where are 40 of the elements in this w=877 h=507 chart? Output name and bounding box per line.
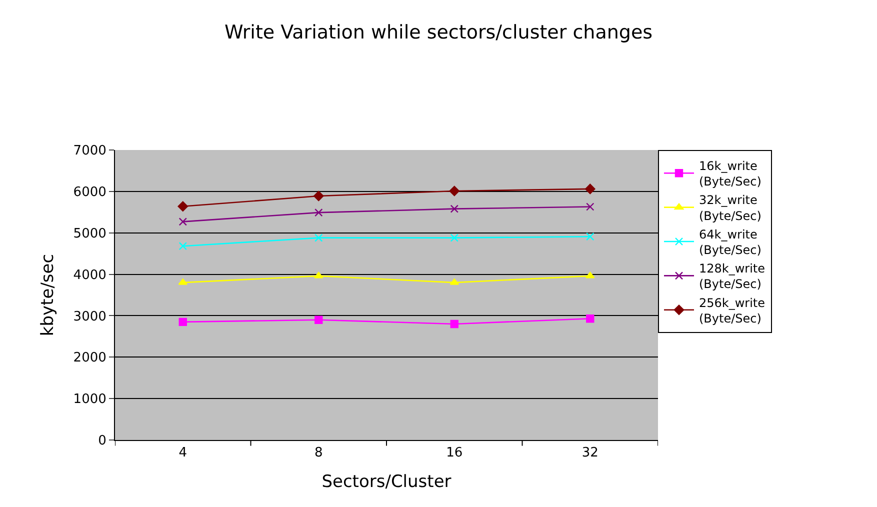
point <box>450 278 460 285</box>
x-tick-label: 4 <box>178 446 188 461</box>
point <box>586 232 594 241</box>
point <box>178 218 187 226</box>
y-tick-label: 5000 <box>73 226 106 242</box>
y-tick-label: 0 <box>98 434 106 449</box>
y-axis-title: kbyte/sec <box>38 254 58 336</box>
point <box>178 242 187 250</box>
y-tick-label: 2000 <box>73 350 106 366</box>
point <box>314 272 324 278</box>
point <box>450 204 458 213</box>
point <box>178 278 188 285</box>
legend-label: 128k_write (Byte/Sec) <box>699 262 766 292</box>
point <box>586 314 594 323</box>
y-tick-label: 6000 <box>73 184 106 200</box>
x-tick-label: 16 <box>446 446 463 461</box>
legend-label: 32k_write (Byte/Sec) <box>699 193 762 223</box>
x-tick-label: 8 <box>314 446 323 461</box>
legend-label: 64k_write (Byte/Sec) <box>699 227 762 257</box>
y-tick-label: 3000 <box>73 309 106 324</box>
point <box>314 234 323 242</box>
point <box>178 318 187 326</box>
x-axis-title: Sectors/Cluster <box>322 472 452 492</box>
point <box>314 208 323 217</box>
point <box>450 320 458 328</box>
point <box>313 190 324 202</box>
point <box>586 202 594 211</box>
chart-title: Write Variation while sectors/cluster changes <box>224 22 653 44</box>
point <box>450 234 458 242</box>
legend-label: 16k_write (Byte/Sec) <box>699 158 762 189</box>
point <box>449 186 460 196</box>
point <box>178 201 188 212</box>
x-tick-label: 32 <box>582 446 598 461</box>
y-tick-label: 7000 <box>73 144 106 159</box>
y-tick-label: 4000 <box>73 268 106 283</box>
point <box>585 272 595 278</box>
point <box>584 184 596 194</box>
legend-label: 256k_write (Byte/Sec) <box>699 296 766 326</box>
point <box>314 316 323 324</box>
y-tick-label: 1000 <box>73 392 106 408</box>
